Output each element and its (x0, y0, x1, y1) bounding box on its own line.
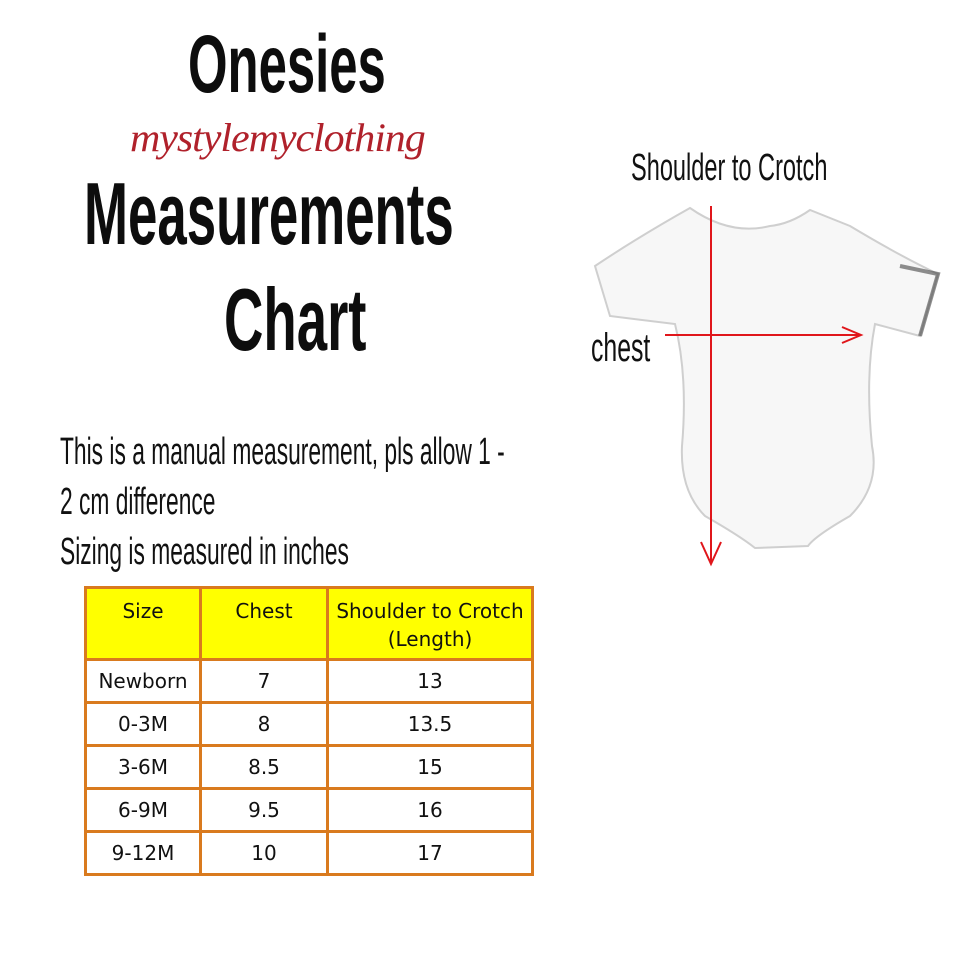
cell-chest: 10 (199, 830, 329, 876)
cell-size: 9-12M (84, 830, 202, 876)
cell-length: 17 (326, 830, 534, 876)
note-line-1: This is a manual measurement, pls allow … (60, 431, 505, 473)
cell-size: Newborn (84, 658, 202, 704)
header-length: Shoulder to Crotch (Length) (326, 586, 534, 661)
table-row: 6-9M 9.5 16 (84, 787, 534, 833)
cell-size: 3-6M (84, 744, 202, 790)
chest-label: chest (591, 326, 651, 370)
cell-length: 16 (326, 787, 534, 833)
cell-size: 0-3M (84, 701, 202, 747)
note-line-3: Sizing is measured in inches (60, 531, 349, 573)
cell-length: 13 (326, 658, 534, 704)
cell-chest: 8 (199, 701, 329, 747)
table-row: 9-12M 10 17 (84, 830, 534, 876)
chest-arrowhead (841, 326, 864, 344)
cell-length: 13.5 (326, 701, 534, 747)
onesie-body-image (593, 206, 940, 550)
cell-chest: 8.5 (199, 744, 329, 790)
table-row: 0-3M 8 13.5 (84, 701, 534, 747)
title-measurements: Measurements (84, 164, 454, 263)
table-row: Newborn 7 13 (84, 658, 534, 704)
sleeve-shadow (899, 264, 941, 337)
table-row: 3-6M 8.5 15 (84, 744, 534, 790)
note-line-2: 2 cm difference (60, 481, 216, 523)
onesie-diagram (593, 206, 941, 567)
cell-chest: 7 (199, 658, 329, 704)
length-label: Shoulder to Crotch (631, 147, 828, 189)
header-chest: Chest (199, 586, 329, 661)
cell-length: 15 (326, 744, 534, 790)
watermark-logo: mystylemyclothing (130, 115, 426, 160)
size-table: Size Chest Shoulder to Crotch (Length) N… (84, 586, 534, 876)
length-arrowhead (700, 541, 722, 567)
title-onesies: Onesies (188, 19, 386, 110)
title-chart: Chart (224, 270, 367, 369)
table-header-row: Size Chest Shoulder to Crotch (Length) (84, 586, 534, 661)
header-size: Size (84, 586, 202, 661)
cell-size: 6-9M (84, 787, 202, 833)
cell-chest: 9.5 (199, 787, 329, 833)
